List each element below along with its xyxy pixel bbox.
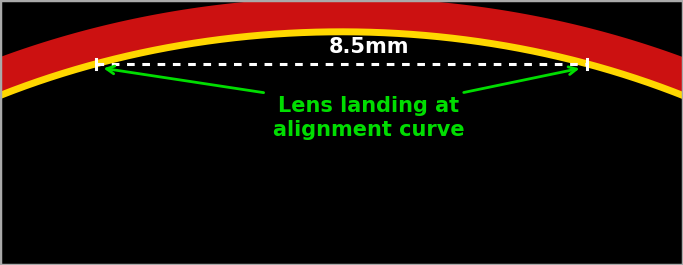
Text: 8.5mm: 8.5mm [329,37,409,57]
Text: Lens landing at
alignment curve: Lens landing at alignment curve [273,96,464,140]
